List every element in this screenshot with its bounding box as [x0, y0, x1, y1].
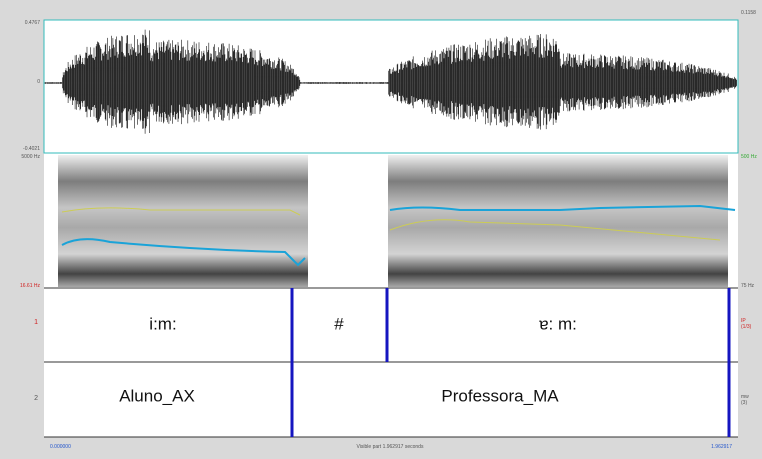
- axis-label: -0.4021: [23, 146, 40, 152]
- time-start: 0.000000: [50, 444, 71, 450]
- interval-label[interactable]: #: [334, 314, 344, 333]
- spectrogram-block: [388, 155, 728, 287]
- axis-label: 0.1158: [741, 10, 756, 16]
- praat-editor: 0.4767 0 -0.4021 5000 Hz 16.61 Hz 0.1158…: [0, 0, 762, 459]
- axis-label: 500 Hz: [741, 154, 757, 160]
- axis-label: 16.61 Hz: [20, 283, 41, 289]
- interval-label[interactable]: i:m:: [149, 314, 176, 333]
- tier-info: mw(3): [741, 394, 749, 406]
- interval-label[interactable]: Professora_MA: [441, 386, 559, 405]
- tier-number: 2: [34, 395, 38, 402]
- visible-part[interactable]: Visible part 1.962917 seconds: [357, 444, 424, 450]
- time-end: 1.962917: [711, 444, 732, 450]
- axis-label: 0.4767: [25, 20, 41, 26]
- axis-label: 5000 Hz: [21, 154, 40, 160]
- page: 0.4767 0 -0.4021 5000 Hz 16.61 Hz 0.1158…: [0, 0, 762, 459]
- axis-label: 75 Hz: [741, 283, 755, 289]
- interval-label[interactable]: ɐ: m:: [539, 314, 577, 333]
- interval-label[interactable]: Aluno_AX: [119, 386, 195, 405]
- tier-number: 1: [34, 319, 38, 326]
- spectrogram-block: [58, 155, 308, 287]
- axis-label: 0: [37, 79, 40, 85]
- tier-info: IP(1/3): [741, 318, 752, 330]
